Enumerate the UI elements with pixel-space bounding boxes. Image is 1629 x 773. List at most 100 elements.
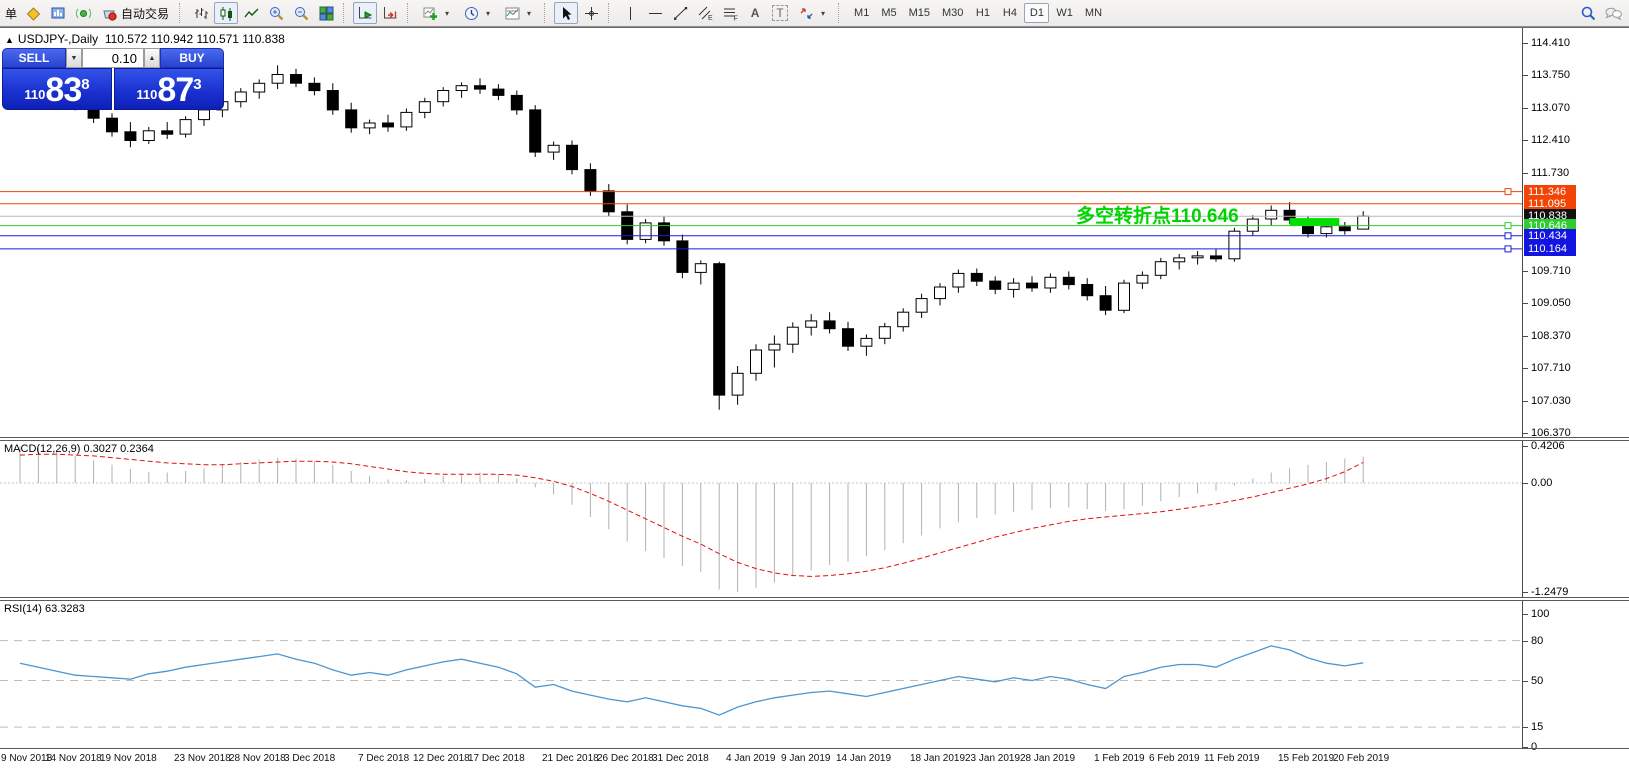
axis-tick xyxy=(1523,483,1528,484)
timeframe-D1[interactable]: D1 xyxy=(1024,3,1050,23)
toolbar-separator xyxy=(838,3,844,23)
time-axis[interactable]: 9 Nov 2018 14 Nov 2018 19 Nov 2018 23 Nov 2… xyxy=(0,750,1522,768)
rsi-tick-label: 0 xyxy=(1531,741,1538,753)
volume-increase-button[interactable]: ▲ xyxy=(144,48,160,68)
bar-chart-mode-icon[interactable] xyxy=(189,2,213,24)
timeframe-M5[interactable]: M5 xyxy=(881,7,897,19)
axis-tick xyxy=(1523,592,1528,593)
timeframe-M1[interactable]: M1 xyxy=(854,7,870,19)
time-axis-label: 15 Feb 2019 xyxy=(1278,753,1335,764)
timeframe-W1[interactable]: W1 xyxy=(1056,7,1073,19)
pane-splitter[interactable] xyxy=(0,597,1629,601)
horizontal-line-111.346[interactable] xyxy=(0,188,1522,196)
time-axis-border xyxy=(0,748,1629,749)
collapse-icon[interactable]: ▲ xyxy=(5,35,14,45)
highlight-rectangle[interactable] xyxy=(1289,218,1340,226)
timeframe-M30[interactable]: M30 xyxy=(942,7,964,19)
price-badge: 111.346 xyxy=(1524,185,1576,199)
axis-tick xyxy=(1523,75,1528,76)
axis-tick xyxy=(1523,173,1528,174)
time-axis-label: 1 Feb 2019 xyxy=(1094,753,1145,764)
time-axis-label: 20 Feb 2019 xyxy=(1333,753,1390,764)
volume-input[interactable]: 0.10 xyxy=(82,48,144,68)
macd-pane: MACD(12,26,9) 0.3027 0.2364 0.4206 0.00 -1… xyxy=(0,440,1629,598)
channel-sub-label: E xyxy=(708,15,713,22)
zoom-out-icon[interactable] xyxy=(289,2,313,24)
caret-down-icon: ▾ xyxy=(821,8,826,18)
periods-button[interactable]: ▾ xyxy=(458,2,498,24)
pane-splitter[interactable] xyxy=(0,437,1629,441)
time-axis-label: 23 Nov 2018 xyxy=(174,753,231,764)
horizontal-line-tool-icon[interactable] xyxy=(643,2,667,24)
horizontal-line-110.646[interactable] xyxy=(0,222,1522,230)
tile-windows-icon[interactable] xyxy=(314,2,338,24)
price-badge: 111.095 xyxy=(1524,197,1576,211)
pivot-annotation-text[interactable]: 多空转折点110.646 xyxy=(1076,206,1239,227)
axis-tick xyxy=(1523,368,1528,369)
chat-icon[interactable] xyxy=(1601,2,1625,24)
rsi-pane: RSI(14) 63.3283 100 80 50 15 0 xyxy=(0,600,1629,753)
equidistant-channel-tool-icon[interactable]: E xyxy=(693,2,717,24)
candlestick-mode-icon[interactable] xyxy=(214,2,239,24)
buy-button[interactable]: BUY xyxy=(160,48,224,68)
price-tick-label: 109.050 xyxy=(1531,297,1571,309)
macd-histogram xyxy=(19,446,1364,593)
horizontal-line-110.434[interactable] xyxy=(0,232,1522,240)
time-axis-label: 7 Dec 2018 xyxy=(358,753,410,764)
time-axis-label: 28 Jan 2019 xyxy=(1020,753,1076,764)
volume-decrease-button[interactable]: ▼ xyxy=(66,48,82,68)
line-chart-mode-icon[interactable] xyxy=(239,2,263,24)
timeframe-M15[interactable]: M15 xyxy=(908,7,930,19)
vertical-line-tool-icon[interactable] xyxy=(618,2,642,24)
auto-scroll-icon[interactable] xyxy=(353,2,378,24)
zoom-in-icon[interactable] xyxy=(264,2,288,24)
caret-down-icon: ▾ xyxy=(486,8,491,18)
price-tick-label: 106.370 xyxy=(1531,427,1571,439)
axis-tick xyxy=(1523,446,1528,447)
crosshair-tool-icon[interactable] xyxy=(579,2,603,24)
time-axis-label: 12 Dec 2018 xyxy=(413,753,470,764)
timeframe-H4[interactable]: H4 xyxy=(1002,7,1017,19)
timeframe-H1[interactable]: H1 xyxy=(975,7,990,19)
new-order-icon[interactable] xyxy=(21,2,45,24)
sell-button[interactable]: SELL xyxy=(2,48,66,68)
signal-icon[interactable] xyxy=(71,2,95,24)
indicators-button[interactable]: ▾ xyxy=(417,2,457,24)
time-axis-label: 9 Jan 2019 xyxy=(781,753,831,764)
rsi-label: RSI(14) 63.3283 xyxy=(4,603,85,615)
sell-price-box[interactable]: 110 83 8 xyxy=(2,68,112,110)
horizontal-line-110.164[interactable] xyxy=(0,245,1522,253)
text-tool-icon[interactable]: A xyxy=(750,6,760,20)
time-axis-label: 31 Dec 2018 xyxy=(652,753,709,764)
templates-button[interactable]: ▾ xyxy=(499,2,539,24)
price-badge: 110.434 xyxy=(1524,229,1576,243)
toolbar-separator xyxy=(407,3,413,23)
arrows-tool-button[interactable]: ▾ xyxy=(793,2,833,24)
time-axis-label: 9 Nov 2018 xyxy=(1,753,53,764)
toolbar-separator xyxy=(544,3,550,23)
price-chart-canvas[interactable] xyxy=(0,28,1522,437)
text-label-tool-icon[interactable]: T xyxy=(768,2,792,24)
fibonacci-tool-icon[interactable]: F xyxy=(718,2,742,24)
symbol-period-label: USDJPY-,Daily xyxy=(17,32,99,46)
cursor-tool-icon[interactable] xyxy=(554,2,579,24)
axis-tick xyxy=(1523,140,1528,141)
rsi-line xyxy=(19,645,1364,716)
rsi-tick-label: 50 xyxy=(1531,675,1544,687)
price-axis: 114.410 113.750 113.070 112.410 111.730 109.7… xyxy=(1522,28,1629,439)
ohlc-values: 110.572 110.942 110.571 110.838 xyxy=(104,32,285,46)
chart-shift-icon[interactable] xyxy=(378,2,402,24)
chart-window-icon[interactable] xyxy=(46,2,70,24)
macd-canvas xyxy=(0,446,1522,593)
axis-tick xyxy=(1523,271,1528,272)
price-tick-label: 109.710 xyxy=(1531,265,1571,277)
trendline-tool-icon[interactable] xyxy=(668,2,692,24)
timeframe-MN[interactable]: MN xyxy=(1084,7,1103,19)
axis-tick xyxy=(1523,681,1528,682)
autotrade-button[interactable]: 自动交易 xyxy=(96,2,174,24)
buy-price-box[interactable]: 110 87 3 xyxy=(114,68,224,110)
search-icon[interactable] xyxy=(1576,2,1600,24)
chart-window-top-border xyxy=(0,27,1629,28)
toolbar-separator xyxy=(179,3,185,23)
